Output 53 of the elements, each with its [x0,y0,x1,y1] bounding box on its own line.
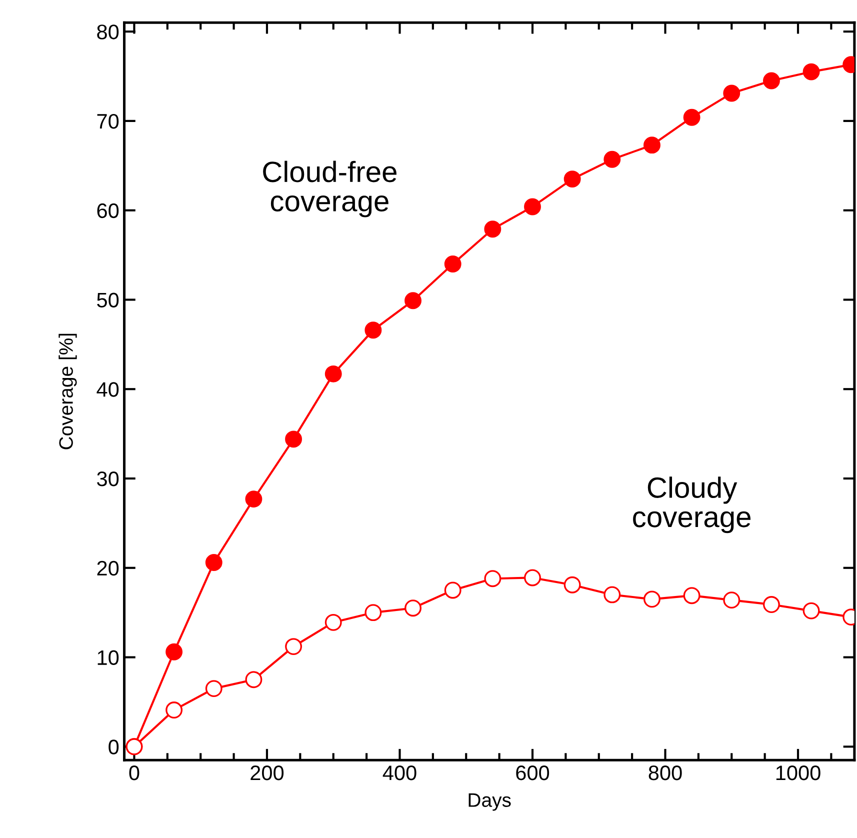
point [285,638,302,656]
text: Cloud-free coverage [263,160,396,218]
x-tick-label: 1000 [776,765,820,780]
point [484,220,502,238]
point [404,292,422,310]
point [762,596,780,614]
point [723,592,740,609]
point [604,586,621,604]
point [683,587,700,604]
point [683,108,700,126]
point [444,582,462,599]
point [644,590,660,608]
point [245,490,262,508]
series-label: Cloudy coverage [633,476,751,534]
point [324,365,342,382]
point [245,671,262,688]
point [762,72,780,90]
point [723,84,740,102]
y-tick-label: 30 [97,472,119,486]
point [604,150,621,168]
y-tick-label: 80 [97,24,119,40]
point [324,614,342,631]
y-tick-label: 40 [96,382,119,397]
point [364,604,382,622]
x-tick-label: 0 [129,765,140,780]
x-tick-label: 600 [516,765,550,780]
point [564,576,581,594]
point [524,569,541,586]
point [205,680,222,698]
y-tick-label: 0 [108,740,119,754]
y-tick-label: 60 [97,203,119,218]
y-tick-label: 70 [97,114,119,129]
x-tick-label: 800 [648,765,682,780]
point [802,602,820,620]
point [166,702,183,718]
point [404,600,422,617]
y-tick-label: 20 [97,560,119,576]
x-tick-label: 400 [382,765,416,780]
y-tick-label: 50 [97,292,119,308]
y-tick-label: 10 [98,650,119,666]
point [364,322,382,339]
y-axis-title: Coverage [%] [58,334,77,450]
point [285,430,302,448]
point [166,643,183,660]
x-axis-title: Days [468,793,511,811]
point [564,170,581,188]
point [524,198,541,216]
point [205,554,222,571]
point [802,63,820,80]
point [484,570,502,588]
point [444,255,462,272]
x-tick-label: 200 [250,765,284,780]
point [644,136,660,154]
